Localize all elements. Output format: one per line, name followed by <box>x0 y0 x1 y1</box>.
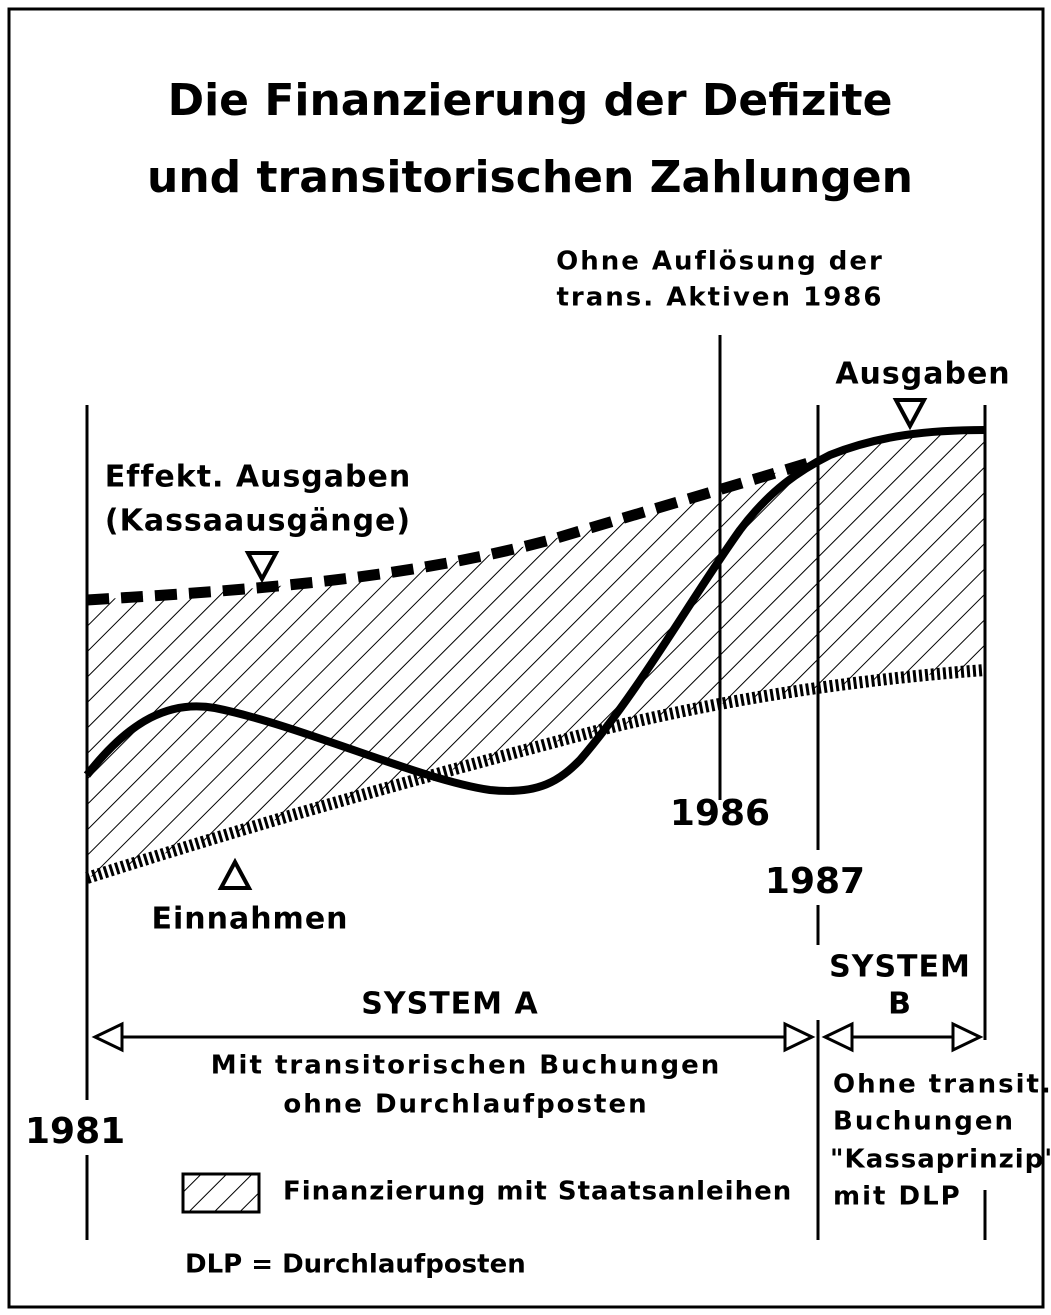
legend-label: Finanzierung mit Staatsanleihen <box>283 1177 792 1207</box>
system-description: "Kassaprinzip" <box>830 1145 1051 1175</box>
hatched-area <box>87 430 985 878</box>
system-description: ohne Durchlaufposten <box>283 1090 648 1120</box>
title: und transitorischen Zahlungen <box>147 152 913 203</box>
system-title: SYSTEM A <box>361 987 538 1022</box>
system-description: mit DLP <box>833 1182 962 1212</box>
label: Ausgaben <box>835 357 1010 392</box>
year: 1986 <box>670 793 770 834</box>
year: 1981 <box>25 1111 125 1152</box>
system-description: Mit transitorischen Buchungen <box>211 1051 722 1081</box>
system-description: Buchungen <box>833 1107 1015 1137</box>
system-description: Ohne transit. <box>833 1070 1051 1100</box>
system-title: SYSTEM <box>829 950 971 985</box>
label: Effekt. Ausgaben <box>105 460 411 495</box>
lines <box>83 335 987 1240</box>
title: Die Finanzierung der Defizite <box>168 75 893 126</box>
year: 1987 <box>765 861 865 902</box>
label: Einnahmen <box>151 902 348 937</box>
frame <box>7 7 1045 1309</box>
annotation: trans. Aktiven 1986 <box>557 283 884 313</box>
footnote: DLP = Durchlaufposten <box>185 1250 526 1280</box>
label: (Kassaausgänge) <box>105 504 411 539</box>
annotation: Ohne Auflösung der <box>556 247 884 277</box>
system-title: B <box>888 987 912 1022</box>
